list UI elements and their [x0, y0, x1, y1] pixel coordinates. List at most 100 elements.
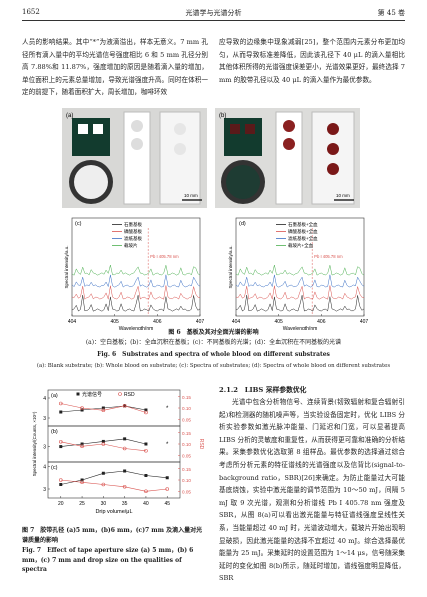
- y2-tick-label: 0.10: [182, 442, 191, 447]
- section-title: 2.1.2 LIBS 采样参数优化: [219, 386, 307, 394]
- annotation: Pb I 405.78 nm: [150, 254, 179, 259]
- signal-point: [59, 483, 63, 486]
- invalid-mark: *: [166, 406, 169, 412]
- y2-tick-label: 0.15: [182, 467, 191, 472]
- rsd-line: [60, 441, 146, 452]
- caption: Fig. 7 Effect of tape aperture size (a) …: [22, 547, 194, 573]
- plot-frame: [235, 217, 365, 317]
- signal-point: [101, 471, 105, 475]
- substrate: [224, 118, 262, 156]
- substrate: [72, 118, 110, 156]
- paragraph: 人员的影响结果。其中“*”为液滴溢出，样本无意义。7 mm 孔径所有滴入量中的平…: [22, 38, 208, 97]
- caption: 图 7 胶带孔径 (a)5 mm，(b)6 mm，(c)7 mm 及滴入量对光谱…: [22, 527, 203, 544]
- spot: [230, 124, 240, 134]
- rsd-point: [58, 478, 63, 482]
- signal-point: [144, 474, 148, 477]
- rsd-point: [144, 489, 148, 494]
- y2-tick-label: 0.10: [182, 478, 191, 483]
- rsd-point: [122, 403, 127, 408]
- rsd-point: [101, 408, 106, 413]
- x-tick-label: 40: [143, 501, 149, 507]
- legend-swatch: [76, 392, 80, 396]
- y-tick-label: 3: [43, 416, 46, 422]
- page-number: 1652: [22, 8, 40, 16]
- spectrum-trace: [235, 274, 365, 288]
- x-tick-label: 407: [360, 319, 369, 325]
- legend-label: 载玻片+全血: [288, 242, 314, 249]
- panel-label: (b): [219, 113, 226, 119]
- panel-label: (b): [51, 429, 58, 435]
- rsd-point: [58, 401, 63, 406]
- rsd-point: [101, 482, 106, 487]
- signal-point: [144, 408, 148, 412]
- scale-label: 10 mm: [336, 193, 350, 198]
- x-tick-label: 25: [79, 501, 85, 507]
- x-tick-label: 407: [196, 319, 205, 325]
- signal-point: [101, 406, 105, 410]
- spectrum-trace: [235, 294, 365, 312]
- spot: [131, 120, 143, 132]
- legend-label: 滤纸基板: [124, 235, 142, 242]
- rsd-line: [60, 403, 146, 413]
- rsd-point: [80, 444, 84, 449]
- legend-swatch: [118, 392, 122, 396]
- spot: [174, 143, 186, 155]
- panel-label: (c): [75, 221, 82, 227]
- rsd-line: [60, 479, 168, 492]
- spot: [327, 123, 339, 135]
- y2-axis-label: RSD: [198, 439, 204, 450]
- x-tick-label: 405: [274, 319, 283, 325]
- rsd-point: [144, 448, 148, 453]
- y-axis-label: Spectral intensity/a.u.: [228, 245, 233, 288]
- panel-label: (d): [239, 221, 246, 227]
- legend-label: 磷酸基板: [124, 228, 142, 235]
- y-tick-label: 3: [43, 487, 46, 493]
- panel-label: (a): [51, 393, 58, 399]
- plot-frame: [47, 461, 181, 499]
- spot: [93, 124, 103, 134]
- x-tick-label: 35: [122, 501, 128, 507]
- y2-tick-label: 0.15: [182, 431, 191, 436]
- x-axis-label: Wavelength/nm: [283, 326, 318, 330]
- signal-point: [101, 439, 105, 443]
- y2-tick-label: 0.05: [182, 417, 191, 422]
- spectrum-trace: [235, 264, 365, 276]
- substrate: [74, 165, 108, 199]
- signal-point: [165, 476, 169, 480]
- plot-frame: [71, 217, 201, 317]
- y-tick-label: 3: [43, 445, 46, 451]
- caption: Fig. 6 Substrates and spectra of whole b…: [97, 351, 330, 358]
- spectrum-trace: [71, 294, 201, 312]
- rsd-point: [144, 410, 148, 415]
- paragraph: 光谱中包含分析物信号、连续背景(韧致辐射和复合辐射引起)和检测器的随机噪声等，当…: [219, 398, 405, 583]
- signal-point: [123, 437, 127, 441]
- x-tick-label: 404: [232, 319, 241, 325]
- spot: [245, 124, 255, 134]
- invalid-mark: *: [166, 442, 169, 448]
- y2-tick-label: 0.05: [182, 453, 191, 458]
- legend-label: 石墨基板+全血: [288, 221, 318, 228]
- legend-label: RSD: [124, 392, 135, 398]
- legend-label: 滤纸基板+全血: [288, 235, 318, 242]
- y-tick-label: 4: [43, 465, 46, 471]
- caption: (a)：空白基板；(b)：全血沉积在基板；(c)：不同基板的光谱；(d)：全血沉…: [85, 339, 342, 346]
- spot: [283, 138, 295, 150]
- journal-title: 光谱学与光谱分析: [185, 9, 242, 17]
- signal-point: [80, 442, 84, 446]
- rsd-point: [80, 480, 84, 485]
- plot-frame: [47, 425, 181, 463]
- y-axis-label: Spectral intensity/(Counts, ×10⁴): [32, 411, 37, 476]
- rsd-point: [165, 487, 170, 491]
- x-tick-label: 30: [101, 501, 107, 507]
- legend-label: 载玻片: [124, 242, 138, 249]
- rsd-point: [122, 446, 127, 451]
- x-tick-label: 45: [164, 501, 170, 507]
- legend-label: 磷酸基板+全血: [288, 228, 318, 235]
- signal-point: [80, 478, 84, 482]
- signal-point: [59, 445, 63, 449]
- y2-tick-label: 0.10: [182, 406, 191, 411]
- x-tick-label: 405: [110, 319, 119, 325]
- spectrum-trace: [71, 274, 201, 288]
- rsd-point: [122, 484, 127, 489]
